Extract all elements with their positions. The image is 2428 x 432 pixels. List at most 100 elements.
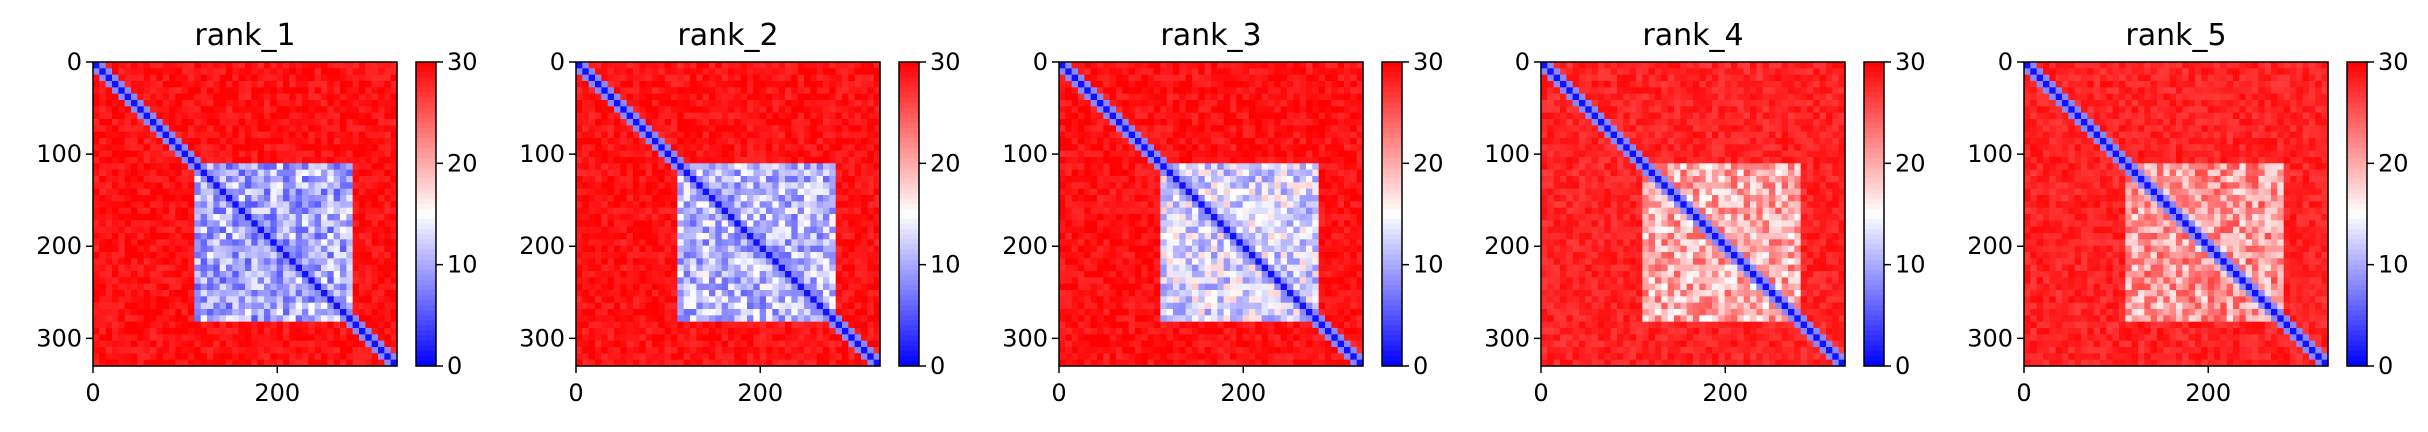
colorbar-segment [899,183,919,190]
heatmap-cell [645,296,653,304]
heatmap-cell [772,182,780,190]
heatmap-cell [620,271,628,278]
heatmap-cell [601,150,609,158]
heatmap-cell [289,347,297,354]
heatmap-cell [194,296,202,304]
heatmap-cell [842,157,849,164]
heatmap-cell [652,296,659,304]
heatmap-cell [772,106,780,114]
heatmap-cell [753,188,761,196]
heatmap-cell [162,188,170,196]
heatmap-cell [378,302,385,310]
heatmap-cell [118,169,126,177]
heatmap-cell [816,334,824,342]
heatmap-cell [333,157,341,164]
heatmap-cell [753,239,761,247]
heatmap-cell [848,201,856,209]
heatmap-cell [232,150,240,158]
heatmap-cell [588,321,596,329]
heatmap-cell [302,239,309,247]
heatmap-cell [112,157,119,164]
heatmap-cell [1306,62,1313,69]
heatmap-cell [810,226,818,234]
heatmap-cell [270,131,278,139]
heatmap-cell [226,106,233,114]
heatmap-cell [677,302,685,310]
heatmap-cell [626,182,634,190]
heatmap-cell [835,207,843,215]
heatmap-cell [702,87,710,95]
heatmap-cell [232,309,240,316]
heatmap-cell [734,309,742,316]
heatmap-cell [747,188,754,196]
heatmap-cell [226,226,233,234]
heatmap-cell [588,258,596,266]
heatmap-cell [1331,74,1339,82]
heatmap-cell [709,201,716,209]
heatmap-cell [137,62,145,69]
heatmap-cell [620,309,628,316]
heatmap-cell [289,309,297,316]
heatmap-cell [810,112,818,120]
colorbar-segment [899,295,919,301]
heatmap-cell [747,252,754,259]
heatmap-cell [352,245,360,253]
heatmap-cell [797,125,805,133]
heatmap-cell [99,188,107,196]
heatmap-cell [283,315,290,323]
heatmap-cell [264,245,271,253]
heatmap-cell [645,201,653,209]
heatmap-cell [162,302,170,310]
heatmap-cell [658,239,666,247]
heatmap-cell [384,93,392,101]
heatmap-cell [816,233,824,240]
heatmap-cell [645,321,653,329]
heatmap-cell [778,321,786,329]
heatmap-cell [99,226,107,234]
heatmap-cell [677,163,685,171]
heatmap-cell [340,271,347,278]
heatmap-cell [709,258,716,266]
heatmap-cell [620,359,628,367]
heatmap-cell [213,302,221,310]
heatmap-cell [245,144,252,152]
heatmap-cell [188,258,195,266]
heatmap-cell [633,100,640,107]
heatmap-cell [118,150,126,158]
heatmap-cell [314,81,322,88]
heatmap-cell [867,277,875,285]
heatmap-cell [238,334,246,342]
heatmap-cell [715,93,723,101]
heatmap-cell [861,353,868,361]
heatmap-cell [607,340,615,348]
heatmap-cell [728,119,735,126]
heatmap-cell [588,226,596,234]
heatmap-cell [1147,74,1155,82]
heatmap-cell [340,264,347,272]
heatmap-cell [156,106,164,114]
heatmap-cell [690,359,697,367]
heatmap-cell [156,74,164,82]
heatmap-cell [156,131,164,139]
heatmap-cell [728,188,735,196]
heatmap-cell [365,100,373,107]
heatmap-cell [867,131,875,139]
heatmap-cell [791,169,799,177]
heatmap-cell [759,309,767,316]
heatmap-cell [652,353,659,361]
heatmap-cell [1223,81,1231,88]
heatmap-cell [150,252,157,259]
heatmap-cell [226,220,233,228]
heatmap-cell [175,106,183,114]
heatmap-cell [346,277,354,285]
heatmap-cell [785,125,792,133]
heatmap-cell [200,296,208,304]
heatmap-cell [226,100,233,107]
heatmap-cell [150,81,157,88]
heatmap-cell [677,226,685,234]
heatmap-cell [740,195,748,202]
heatmap-cell [671,169,678,177]
heatmap-cell [213,334,221,342]
heatmap-cell [804,131,811,139]
colorbar-segment [899,117,919,124]
